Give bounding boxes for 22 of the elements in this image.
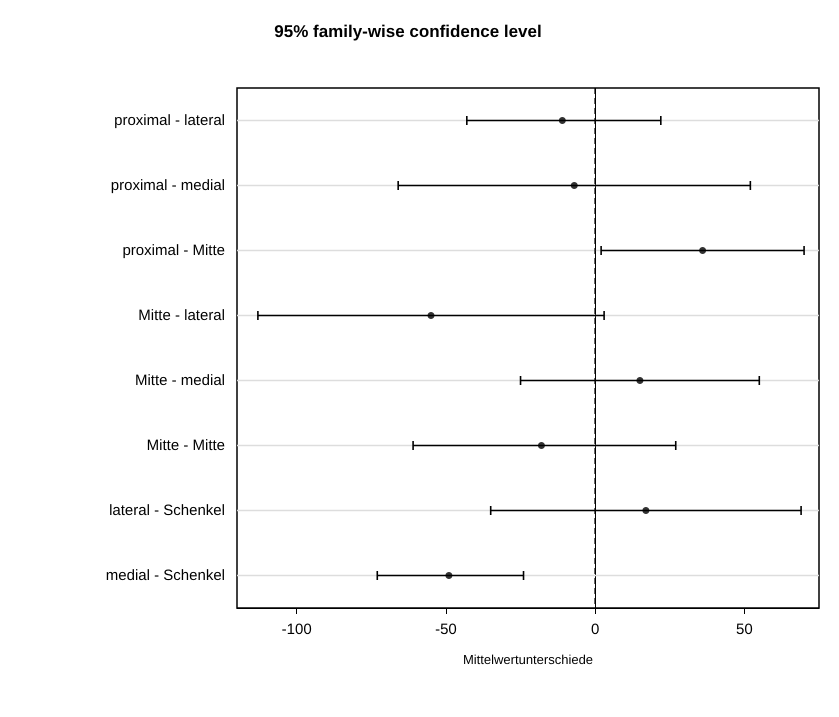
y-tick-label: lateral - Schenkel bbox=[109, 502, 225, 519]
y-tick-label: proximal - Mitte bbox=[122, 242, 225, 259]
point bbox=[642, 507, 650, 514]
x-axis-title: Mittelwertunterschiede bbox=[462, 652, 594, 667]
y-tick-label: medial - Schenkel bbox=[106, 567, 225, 584]
y-tick-label: Mitte - medial bbox=[134, 372, 225, 389]
point bbox=[636, 377, 644, 384]
y-tick-label: Mitte - Mitte bbox=[146, 437, 225, 454]
y-tick-label: proximal - medial bbox=[110, 177, 225, 194]
point bbox=[428, 312, 434, 319]
point bbox=[445, 572, 452, 579]
point bbox=[699, 247, 706, 254]
y-tick-label: proximal - lateral bbox=[114, 112, 225, 129]
point bbox=[570, 182, 578, 189]
x-tick-label: 50 bbox=[736, 621, 753, 638]
chart-title: 95% family-wise confidence level bbox=[274, 22, 542, 41]
y-tick-label: Mitte - lateral bbox=[138, 307, 225, 324]
x-tick-label: -50 bbox=[435, 621, 457, 638]
x-tick-label: 0 bbox=[590, 621, 600, 638]
point bbox=[558, 117, 566, 124]
x-tick-label: -100 bbox=[282, 621, 312, 638]
point bbox=[538, 442, 545, 449]
